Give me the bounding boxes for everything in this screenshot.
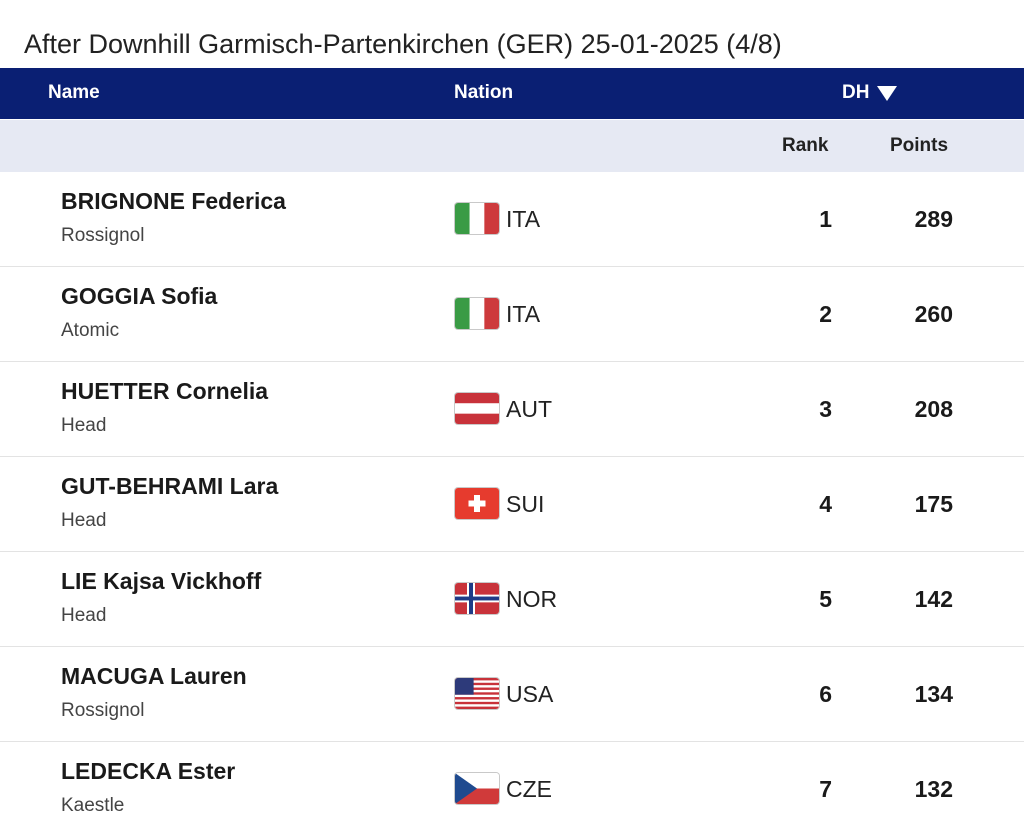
czech-flag-icon [455,773,499,804]
points-value: 289 [914,206,953,232]
table-row[interactable]: LEDECKA Ester Kaestle CZE 7 132 [0,742,1024,835]
table-row[interactable]: BRIGNONE Federica Rossignol ITA 1 289 [0,172,1024,267]
athlete-brand: Rossignol [61,225,145,246]
standings-list: BRIGNONE Federica Rossignol ITA 1 289 GO… [0,172,1024,835]
points-value: 132 [914,776,953,802]
athlete-brand: Head [61,415,107,436]
column-header-rank[interactable]: Rank [782,135,829,156]
rank-value: 3 [819,396,832,422]
table-row[interactable]: GUT-BEHRAMI Lara Head SUI 4 175 [0,457,1024,552]
athlete-brand: Rossignol [61,700,145,721]
switzerland-flag-icon [455,488,499,519]
nation-code: USA [506,681,554,707]
table-row[interactable]: GOGGIA Sofia Atomic ITA 2 260 [0,267,1024,362]
athlete-name[interactable]: GUT-BEHRAMI Lara [61,473,279,499]
page-title: After Downhill Garmisch-Partenkirchen (G… [24,29,782,59]
column-header-discipline[interactable]: DH [842,68,898,118]
athlete-brand: Kaestle [61,795,125,816]
rank-value: 5 [819,586,832,612]
nation-code: SUI [506,491,545,517]
points-value: 208 [914,396,953,422]
rank-value: 7 [819,776,832,802]
nation-code: ITA [506,301,541,327]
norway-flag-icon [455,583,499,614]
athlete-name[interactable]: MACUGA Lauren [61,663,247,689]
rank-value: 4 [819,491,832,517]
rank-value: 6 [819,681,832,707]
points-value: 260 [914,301,953,327]
triangle-down-icon [877,85,898,101]
austria-flag-icon [455,393,499,424]
points-value: 134 [914,681,953,707]
table-row[interactable]: MACUGA Lauren Rossignol USA 6 134 [0,647,1024,742]
table-row[interactable]: HUETTER Cornelia Head AUT 3 208 [0,362,1024,457]
usa-flag-icon [455,678,499,709]
table-row[interactable]: LIE Kajsa Vickhoff Head NOR 5 142 [0,552,1024,647]
table-header: Name Nation DH [0,68,1024,119]
italy-flag-icon [455,203,499,234]
points-value: 175 [914,491,953,517]
italy-flag-icon [455,298,499,329]
nation-code: AUT [506,396,552,422]
discipline-label: DH [842,82,870,103]
points-value: 142 [914,586,953,612]
athlete-name[interactable]: LIE Kajsa Vickhoff [61,568,262,594]
table-subheader: Rank Points [0,120,1024,172]
athlete-name[interactable]: HUETTER Cornelia [61,378,269,404]
athlete-brand: Atomic [61,320,120,341]
athlete-brand: Head [61,605,107,626]
rank-value: 2 [819,301,832,327]
nation-code: ITA [506,206,541,232]
athlete-brand: Head [61,510,107,531]
nation-code: CZE [506,776,552,802]
athlete-name[interactable]: LEDECKA Ester [61,758,236,784]
column-header-name[interactable]: Name [48,82,100,103]
nation-code: NOR [506,586,558,612]
column-header-nation[interactable]: Nation [454,82,514,103]
column-header-points[interactable]: Points [890,135,949,156]
rank-value: 1 [819,206,832,232]
athlete-name[interactable]: GOGGIA Sofia [61,283,218,309]
athlete-name[interactable]: BRIGNONE Federica [61,188,286,214]
